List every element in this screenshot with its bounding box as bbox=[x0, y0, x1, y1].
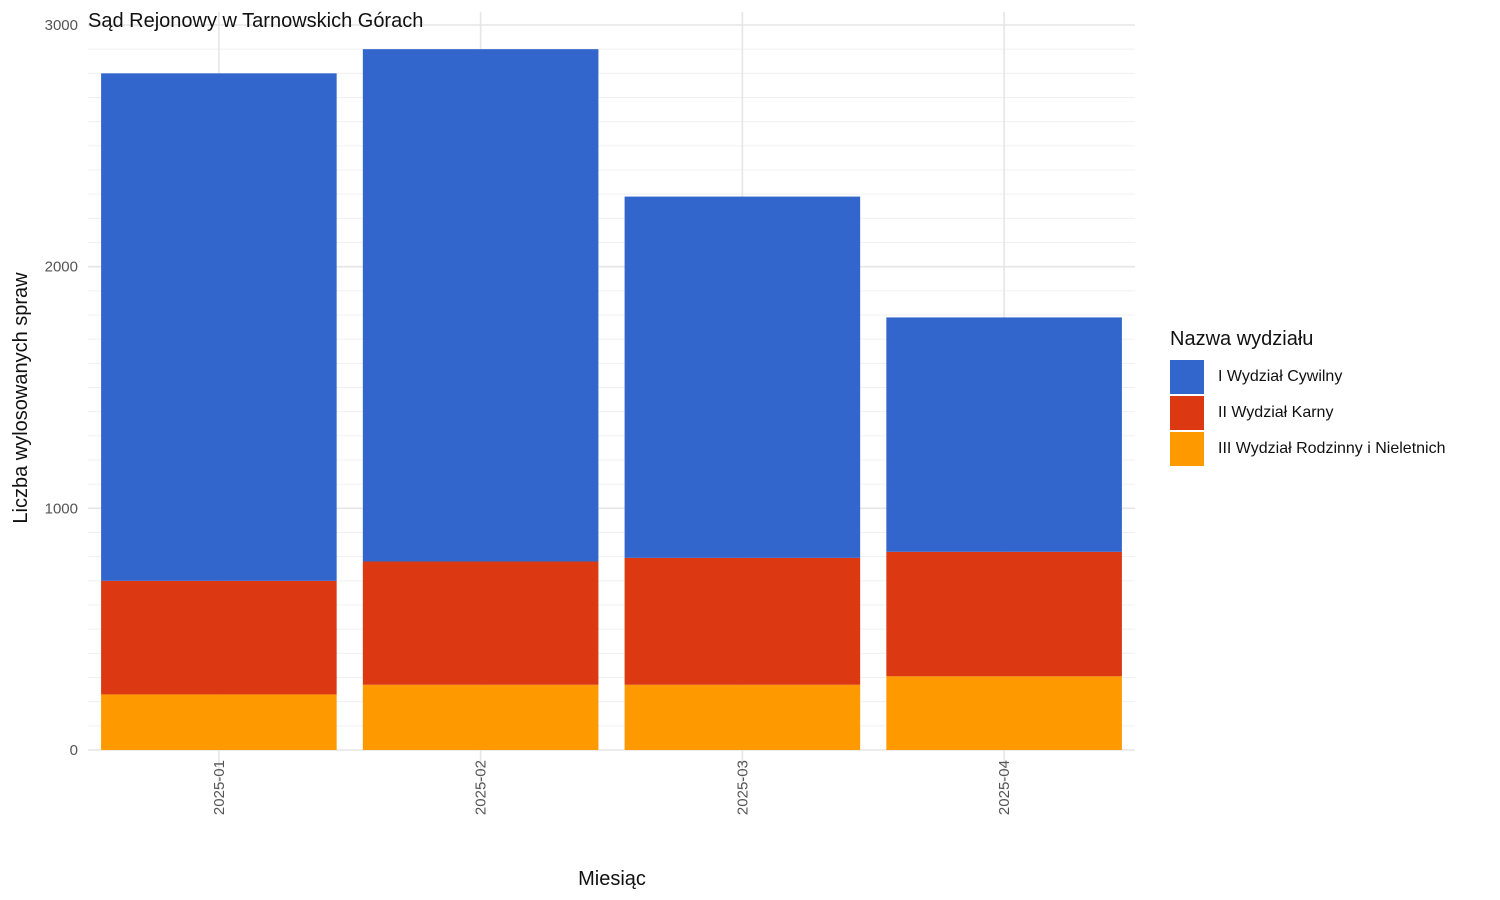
legend-label: I Wydział Cywilny bbox=[1218, 368, 1343, 385]
y-tick-label: 3000 bbox=[45, 17, 78, 34]
legend-item: III Wydział Rodzinny i Nieletnich bbox=[1170, 431, 1446, 467]
bar-segment bbox=[886, 551, 1122, 677]
bar-segment bbox=[101, 694, 337, 750]
x-tick-label: 2025-02 bbox=[473, 760, 490, 815]
y-axis-label: Liczba wylosowanych spraw bbox=[10, 272, 32, 524]
bar-segment bbox=[362, 684, 599, 750]
legend-swatch bbox=[1170, 396, 1204, 430]
legend-item: I Wydział Cywilny bbox=[1170, 359, 1446, 395]
bar-segment bbox=[101, 73, 337, 581]
chart-title: Sąd Rejonowy w Tarnowskich Górach bbox=[88, 10, 423, 32]
legend-label: II Wydział Karny bbox=[1218, 404, 1334, 421]
y-tick-labels: 0 1000 2000 3000 bbox=[45, 17, 78, 759]
bar-segment bbox=[624, 196, 861, 558]
x-tick-label: 2025-01 bbox=[211, 760, 228, 815]
y-tick-label: 1000 bbox=[45, 500, 78, 517]
legend-items: I Wydział Cywilny II Wydział Karny III Wyd… bbox=[1170, 359, 1446, 467]
bar-segment bbox=[101, 580, 337, 695]
x-tick-label: 2025-03 bbox=[734, 760, 751, 815]
bars-group bbox=[101, 49, 1122, 750]
legend-item: II Wydział Karny bbox=[1170, 395, 1446, 431]
x-axis-label: Miesiąc bbox=[578, 868, 646, 890]
y-tick-label: 0 bbox=[70, 742, 78, 759]
legend: Nazwa wydziału I Wydział Cywilny II Wydzi… bbox=[1170, 328, 1446, 467]
x-tick-labels: 2025-01 2025-02 2025-03 2025-04 bbox=[211, 760, 1013, 815]
bar-segment bbox=[362, 49, 599, 562]
bar-segment bbox=[886, 676, 1122, 750]
bar-segment bbox=[886, 317, 1122, 552]
bar-segment bbox=[624, 684, 861, 750]
y-tick-label: 2000 bbox=[45, 259, 78, 276]
x-tick-label: 2025-04 bbox=[996, 760, 1013, 815]
bar-segment bbox=[624, 557, 861, 685]
bar-segment bbox=[362, 561, 599, 685]
legend-title: Nazwa wydziału bbox=[1170, 328, 1314, 350]
legend-swatch bbox=[1170, 432, 1204, 466]
legend-label: III Wydział Rodzinny i Nieletnich bbox=[1218, 440, 1446, 457]
legend-swatch bbox=[1170, 360, 1204, 394]
